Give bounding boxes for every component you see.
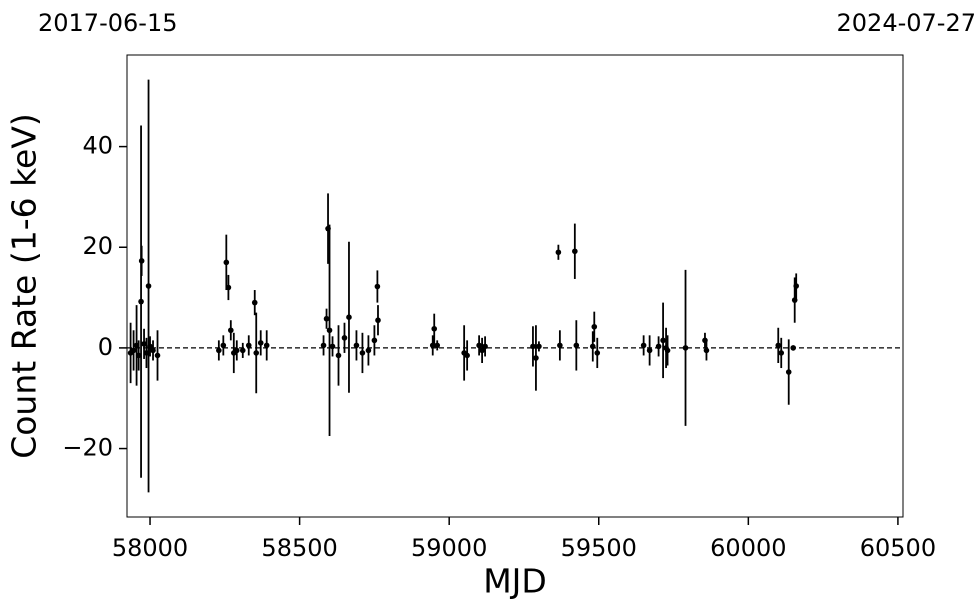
- y-tick-label: 20: [82, 232, 113, 260]
- data-point: [223, 259, 230, 266]
- data-point: [263, 342, 270, 349]
- x-tick-label: 59500: [561, 534, 637, 562]
- data-point: [660, 337, 666, 344]
- data-point: [138, 258, 145, 264]
- data-point: [233, 347, 240, 354]
- data-point: [594, 350, 601, 356]
- data-point: [793, 283, 800, 289]
- data-point: [589, 343, 596, 350]
- data-point: [365, 347, 372, 354]
- data-point: [655, 343, 662, 350]
- data-point: [790, 345, 797, 351]
- x-tick-label: 60000: [710, 534, 786, 562]
- data-point: [141, 341, 147, 347]
- data-point: [130, 347, 137, 354]
- data-point: [228, 327, 234, 334]
- y-tick-label: −20: [62, 434, 113, 462]
- start-date: 2017-06-15: [38, 9, 177, 37]
- data-point: [225, 284, 232, 291]
- data-point: [682, 345, 689, 351]
- data-point: [640, 342, 647, 349]
- data-point: [464, 352, 470, 359]
- data-point: [536, 343, 542, 350]
- data-point: [482, 343, 488, 350]
- data-point: [778, 350, 785, 356]
- data-point: [476, 342, 482, 349]
- x-tick-label: 60500: [860, 534, 936, 562]
- data-point: [253, 350, 260, 356]
- data-point: [429, 342, 436, 349]
- x-axis-label: MJD: [483, 562, 547, 601]
- data-point: [555, 249, 562, 256]
- data-point: [138, 298, 144, 305]
- data-point: [323, 315, 330, 322]
- data-point: [434, 342, 441, 349]
- data-point: [530, 343, 536, 350]
- data-point: [572, 248, 578, 255]
- data-point: [775, 342, 782, 349]
- data-point: [154, 352, 161, 359]
- data-point: [220, 342, 227, 349]
- data-point: [353, 342, 360, 349]
- data-point: [320, 342, 327, 349]
- y-tick-label: 0: [98, 333, 113, 361]
- x-tick-label: 58000: [112, 534, 188, 562]
- data-point: [785, 369, 792, 375]
- data-point: [533, 355, 539, 361]
- data-point: [646, 347, 653, 354]
- data-point: [375, 317, 381, 324]
- data-point: [245, 342, 252, 349]
- data-point: [703, 347, 710, 354]
- data-point: [573, 342, 580, 349]
- data-point: [359, 350, 366, 356]
- data-point: [791, 297, 798, 303]
- data-point: [251, 299, 258, 306]
- data-point: [341, 335, 348, 341]
- data-point: [216, 347, 222, 354]
- data-point: [135, 352, 142, 359]
- data-point: [346, 314, 352, 321]
- data-point: [329, 343, 336, 350]
- data-point: [150, 347, 156, 354]
- data-point: [145, 283, 152, 289]
- x-tick-label: 58500: [261, 534, 337, 562]
- data-point: [239, 347, 246, 354]
- data-point: [557, 342, 563, 349]
- x-tick-label: 59000: [411, 534, 487, 562]
- data-point: [479, 347, 485, 354]
- data-point: [371, 337, 378, 344]
- data-point: [431, 325, 438, 332]
- plot-frame: [126, 54, 904, 518]
- data-point: [257, 340, 264, 346]
- y-axis-label: Count Rate (1-6 keV): [5, 113, 44, 459]
- y-tick-label: 40: [82, 132, 113, 160]
- data-point: [374, 283, 381, 290]
- data-point: [335, 352, 342, 359]
- data-point: [147, 343, 153, 350]
- data-point: [326, 327, 333, 334]
- end-date: 2024-07-27: [837, 9, 976, 37]
- data-point: [664, 347, 671, 354]
- data-point: [591, 323, 598, 330]
